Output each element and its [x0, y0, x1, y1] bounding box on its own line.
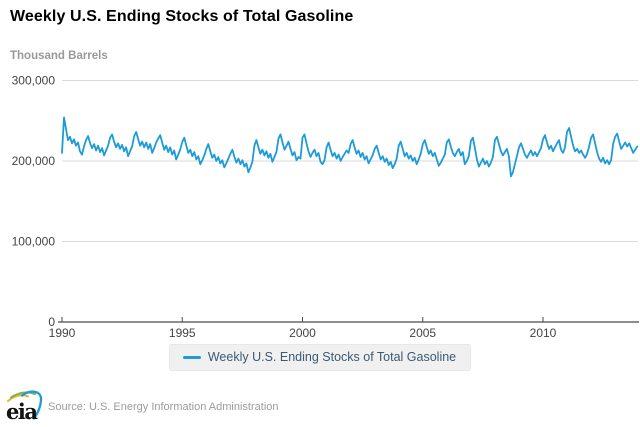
x-axis-tick-label: 2000	[289, 326, 316, 340]
logo-green-arc	[9, 391, 37, 399]
gasoline-stocks-line-series	[61, 116, 639, 178]
legend-line-swatch	[182, 355, 201, 359]
y-axis-tick-label: 300,000	[12, 74, 56, 88]
legend: Weekly U.S. Ending Stocks of Total Gasol…	[0, 344, 640, 371]
x-axis-tick-label: 1995	[169, 326, 196, 340]
y-axis-tick-label: 100,000	[12, 235, 56, 249]
logo-text: eia	[6, 399, 38, 423]
x-axis-tick-label: 2005	[409, 326, 436, 340]
logo-blue-swoosh	[20, 390, 43, 420]
y-axis-tick-label: 0	[48, 315, 55, 329]
y-axis-tick-label: 200,000	[12, 154, 56, 168]
page-title: Weekly U.S. Ending Stocks of Total Gasol…	[10, 8, 354, 25]
eia-logo: eia	[6, 390, 43, 423]
footer: eia Source: U.S. Energy Information Admi…	[0, 384, 640, 427]
logo-yellow-arc	[6, 394, 30, 403]
source-attribution: Source: U.S. Energy Information Administ…	[48, 401, 279, 413]
x-axis-tick-label: 2010	[530, 326, 557, 340]
legend-item-label: Weekly U.S. Ending Stocks of Total Gasol…	[207, 350, 457, 364]
x-axis-tick-label: 1990	[49, 326, 76, 340]
y-axis-unit-label: Thousand Barrels	[10, 50, 108, 62]
legend-item-gasoline-stocks[interactable]: Weekly U.S. Ending Stocks of Total Gasol…	[168, 344, 472, 371]
